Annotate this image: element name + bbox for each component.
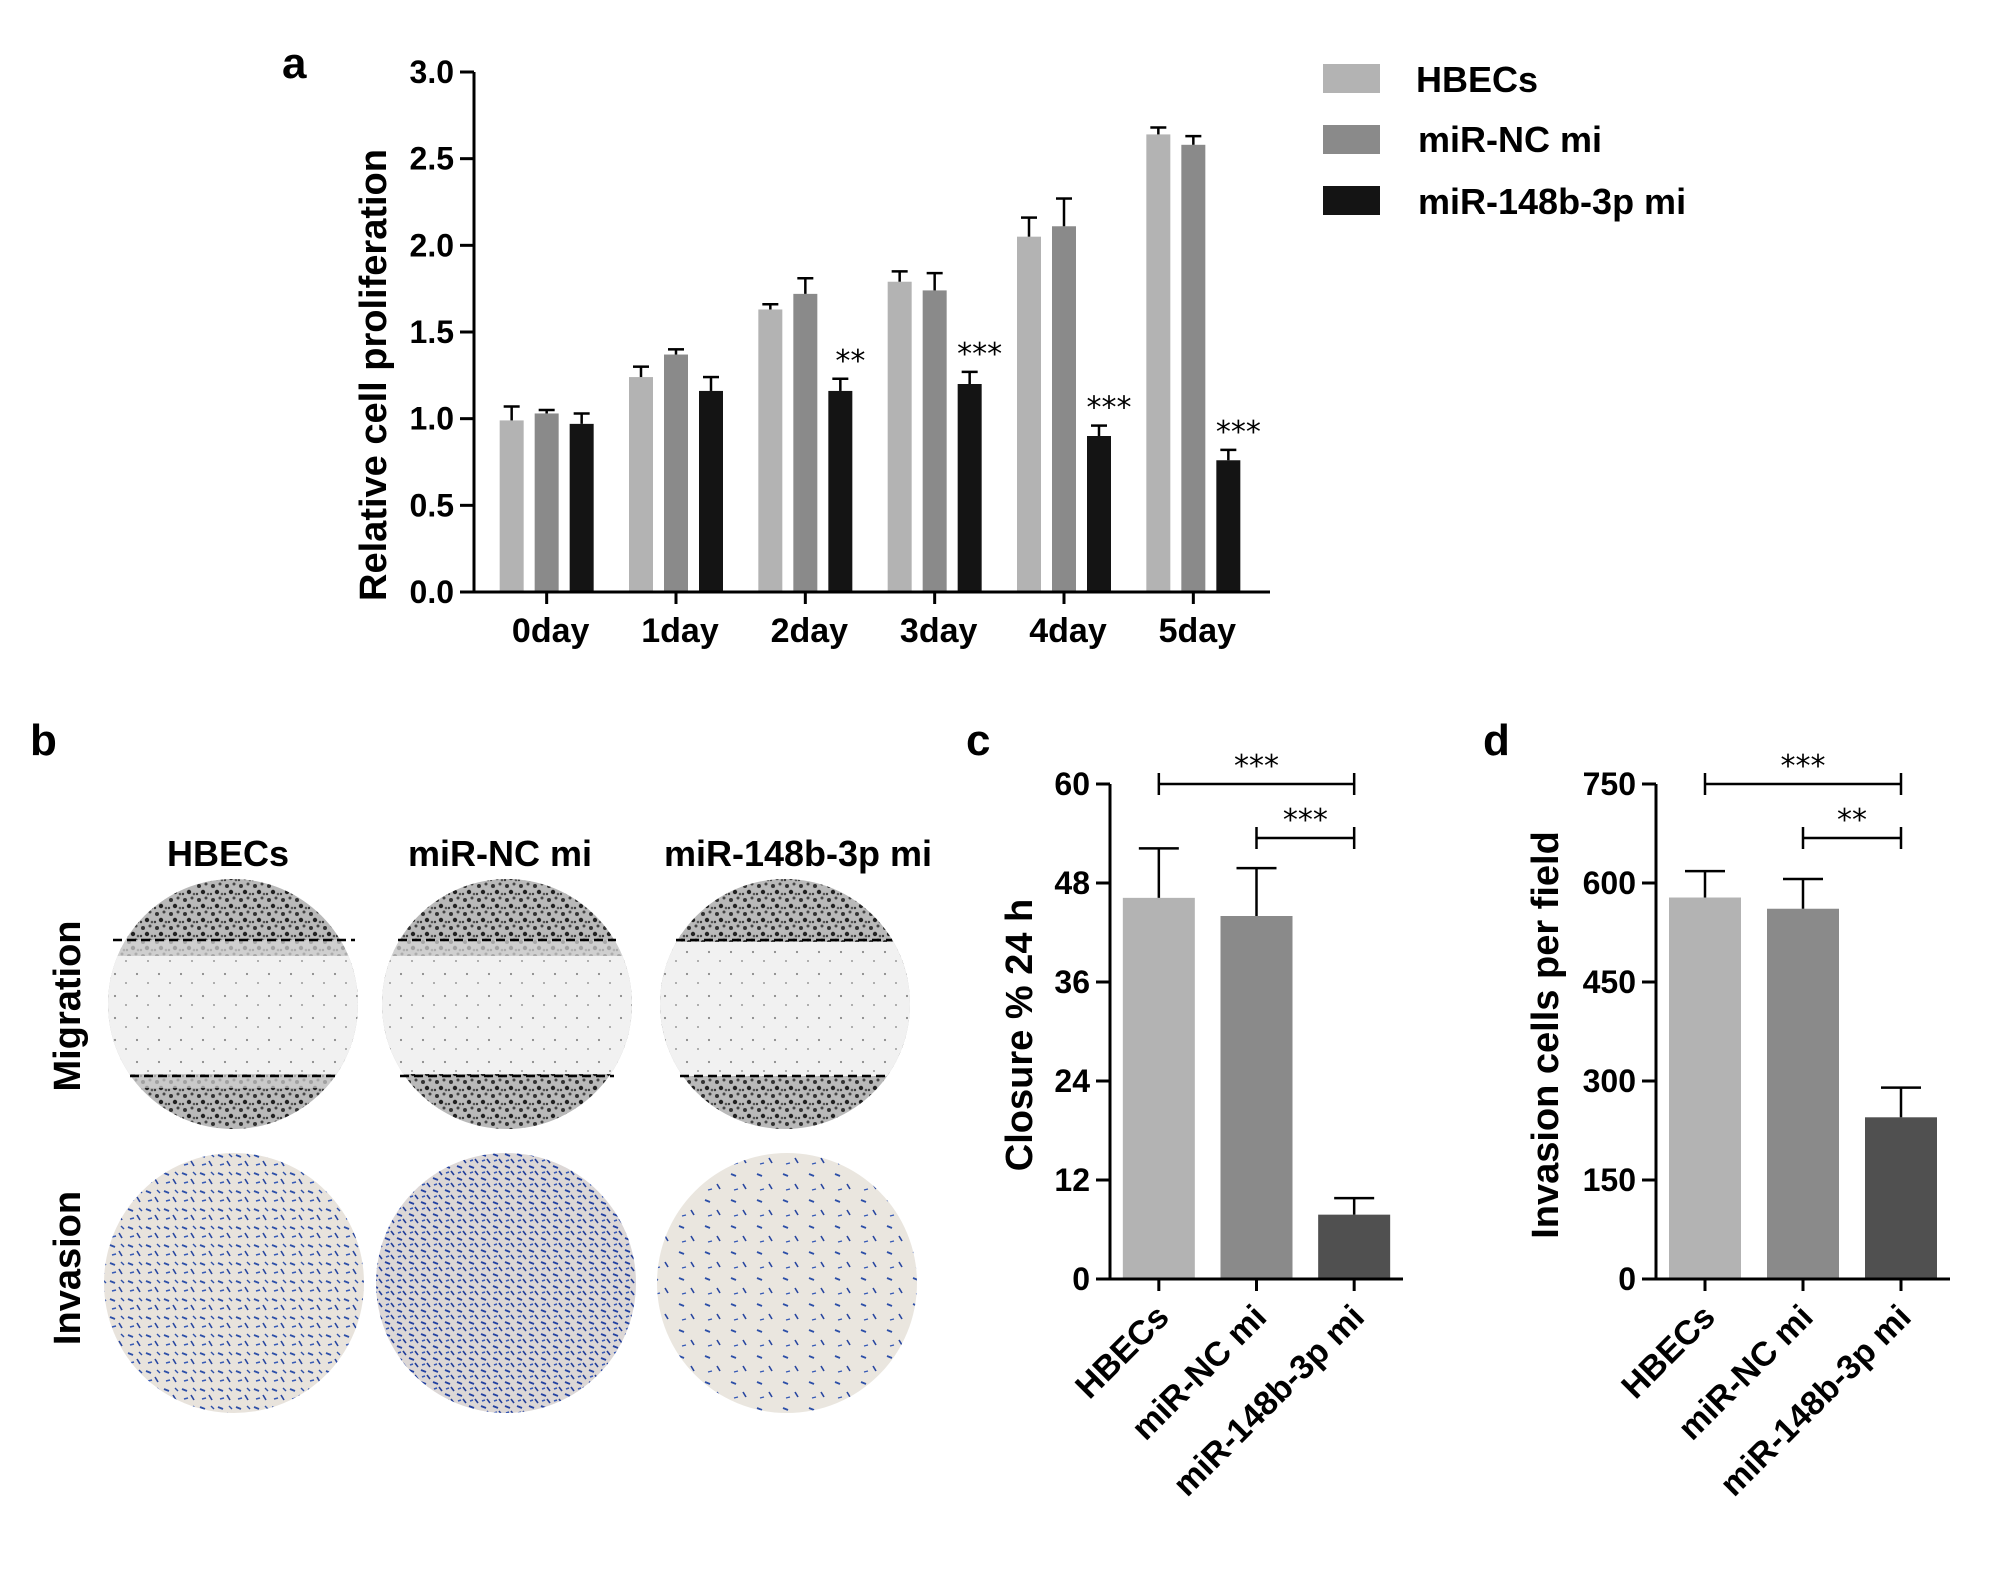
panel-d-ytick-label: 750 [1583,766,1636,802]
panel-a-y-axis: 0.0 0.5 1.0 1.5 2.0 2.5 3.0 [410,54,474,610]
panel-c-chart: c Closure % 24 h 0 12 24 36 48 60 ****** HBEC… [966,716,1403,1504]
panel-a-ytick-label: 0.5 [410,487,454,523]
panel-c-sig-label: *** [1234,749,1279,784]
panel-a-bar [699,390,723,592]
legend-swatch-mir-148b [1323,186,1380,215]
invasion-image-hbecs [104,1153,364,1413]
migration-image-mir-148b [660,879,910,1129]
panel-c-ytick-label: 24 [1054,1063,1090,1099]
panel-a-significance-mark: *** [957,337,1002,372]
panel-a-ytick-label: 1.5 [410,314,454,350]
legend-swatch-hbecs [1323,64,1380,93]
panel-a-xtick-label: 2day [771,612,849,650]
panel-a-bar [793,293,818,592]
panel-a-chart: a Relative cell proliferation 0.0 0.5 1.0 1… [282,39,1686,650]
panel-a-bar [1146,134,1171,592]
legend-label-mir-nc: miR-NC mi [1418,119,1602,160]
legend-label-mir-148b: miR-148b-3p mi [1418,181,1686,222]
panel-c-ytick-label: 48 [1054,865,1090,901]
panel-a-bar [1017,236,1041,592]
panel-c-bar [1318,1214,1391,1279]
panel-a-bar [828,390,853,592]
panel-a-ytick-label: 3.0 [410,54,454,90]
migration-image-mir-nc [382,879,632,1129]
panel-a-bar [534,413,559,592]
panel-a-bar [957,384,982,592]
panel-a-bar [887,281,912,592]
panel-a-annotations: ** ********* [835,337,1261,450]
panel-a-ytick-label: 0.0 [410,574,454,610]
panel-c-ylabel: Closure % 24 h [999,899,1041,1171]
invasion-image-mir-148b [657,1153,917,1413]
panel-a-significance-mark: *** [1087,391,1132,426]
panel-d-sig-label: *** [1781,749,1826,784]
panel-c-sig-label: *** [1283,803,1328,838]
panel-d-bar [1865,1117,1937,1279]
panel-c-ytick-label: 12 [1054,1162,1090,1198]
legend-label-hbecs: HBECs [1416,59,1538,100]
panel-b-column-mir-148b: miR-148b-3p mi [664,833,932,874]
panel-d-significance: ***** [1703,749,1903,849]
panel-d-bar [1669,897,1741,1279]
panel-a-bar [664,354,688,592]
panel-c-ytick-label: 60 [1054,766,1090,802]
panel-a-xtick-label: 4day [1029,612,1107,650]
panel-a-legend: HBECs miR-NC mi miR-148b-3p mi [1323,59,1686,222]
panel-b-column-mir-nc: miR-NC mi [408,833,592,874]
panel-c-ytick-label: 0 [1072,1261,1090,1297]
panel-a-xtick-label: 1day [641,612,719,650]
panel-a-bar [1216,460,1241,592]
panel-a-bar [922,290,947,592]
panel-d-y-axis: 0 150 300 450 600 750 [1583,766,1656,1297]
panel-c-bar [1220,916,1293,1279]
panel-a-ylabel: Relative cell proliferation [353,149,395,601]
invasion-image-mir-nc [376,1153,636,1413]
panel-d-bars [1669,869,1937,1279]
panel-d-ytick-label: 300 [1583,1063,1636,1099]
panel-d-letter: d [1483,716,1510,765]
panel-d-ytick-label: 0 [1618,1261,1636,1297]
panel-a-bar [499,420,524,592]
panel-d-sig-label: ** [1837,803,1867,838]
panel-d-chart: d Invasion cells per field 0 150 300 450 600… [1483,716,1950,1504]
panel-a-bar [629,377,653,592]
panel-c-bar [1122,897,1195,1279]
panel-a-significance-mark: *** [1216,415,1261,450]
panel-a-bar [1052,226,1076,592]
panel-a-x-axis: 0day 1day 2day 3day 4day 5day [512,592,1236,650]
panel-c-ytick-label: 36 [1054,964,1090,1000]
panel-d-bar [1767,908,1839,1279]
panel-a-ytick-label: 2.5 [410,141,454,177]
panel-b-column-hbecs: HBECs [167,833,289,874]
panel-a-bar [569,423,594,592]
panel-b-letter: b [30,716,57,765]
panel-a-significance-mark: ** [835,344,865,379]
panel-c-y-axis: 0 12 24 36 48 60 [1054,766,1110,1297]
panel-a-bars [499,126,1241,593]
panel-d-ylabel: Invasion cells per field [1525,831,1567,1239]
panel-d-ytick-label: 600 [1583,865,1636,901]
migration-image-hbecs [108,879,358,1129]
panel-a-bar [1181,144,1206,593]
panel-a-ytick-label: 1.0 [410,401,454,437]
panel-a-bar [758,309,783,592]
panel-b-row-invasion: Invasion [47,1191,89,1345]
panel-c-bars [1122,847,1391,1279]
panel-a-xtick-label: 0day [512,612,590,650]
legend-swatch-mir-nc [1323,125,1380,154]
panel-a-letter: a [282,39,307,88]
panel-a-xtick-label: 3day [900,612,978,650]
panel-b-images: b HBECs miR-NC mi miR-148b-3p mi Migrati… [30,716,932,1413]
panel-d-ytick-label: 450 [1583,964,1636,1000]
panel-a-ytick-label: 2.0 [410,227,454,263]
panel-b-row-migration: Migration [47,921,89,1092]
panel-d-ytick-label: 150 [1583,1162,1636,1198]
panel-c-letter: c [966,716,990,765]
panel-c-significance: ****** [1157,749,1356,849]
panel-a-xtick-label: 5day [1159,612,1237,650]
panel-a-bar [1087,436,1111,592]
